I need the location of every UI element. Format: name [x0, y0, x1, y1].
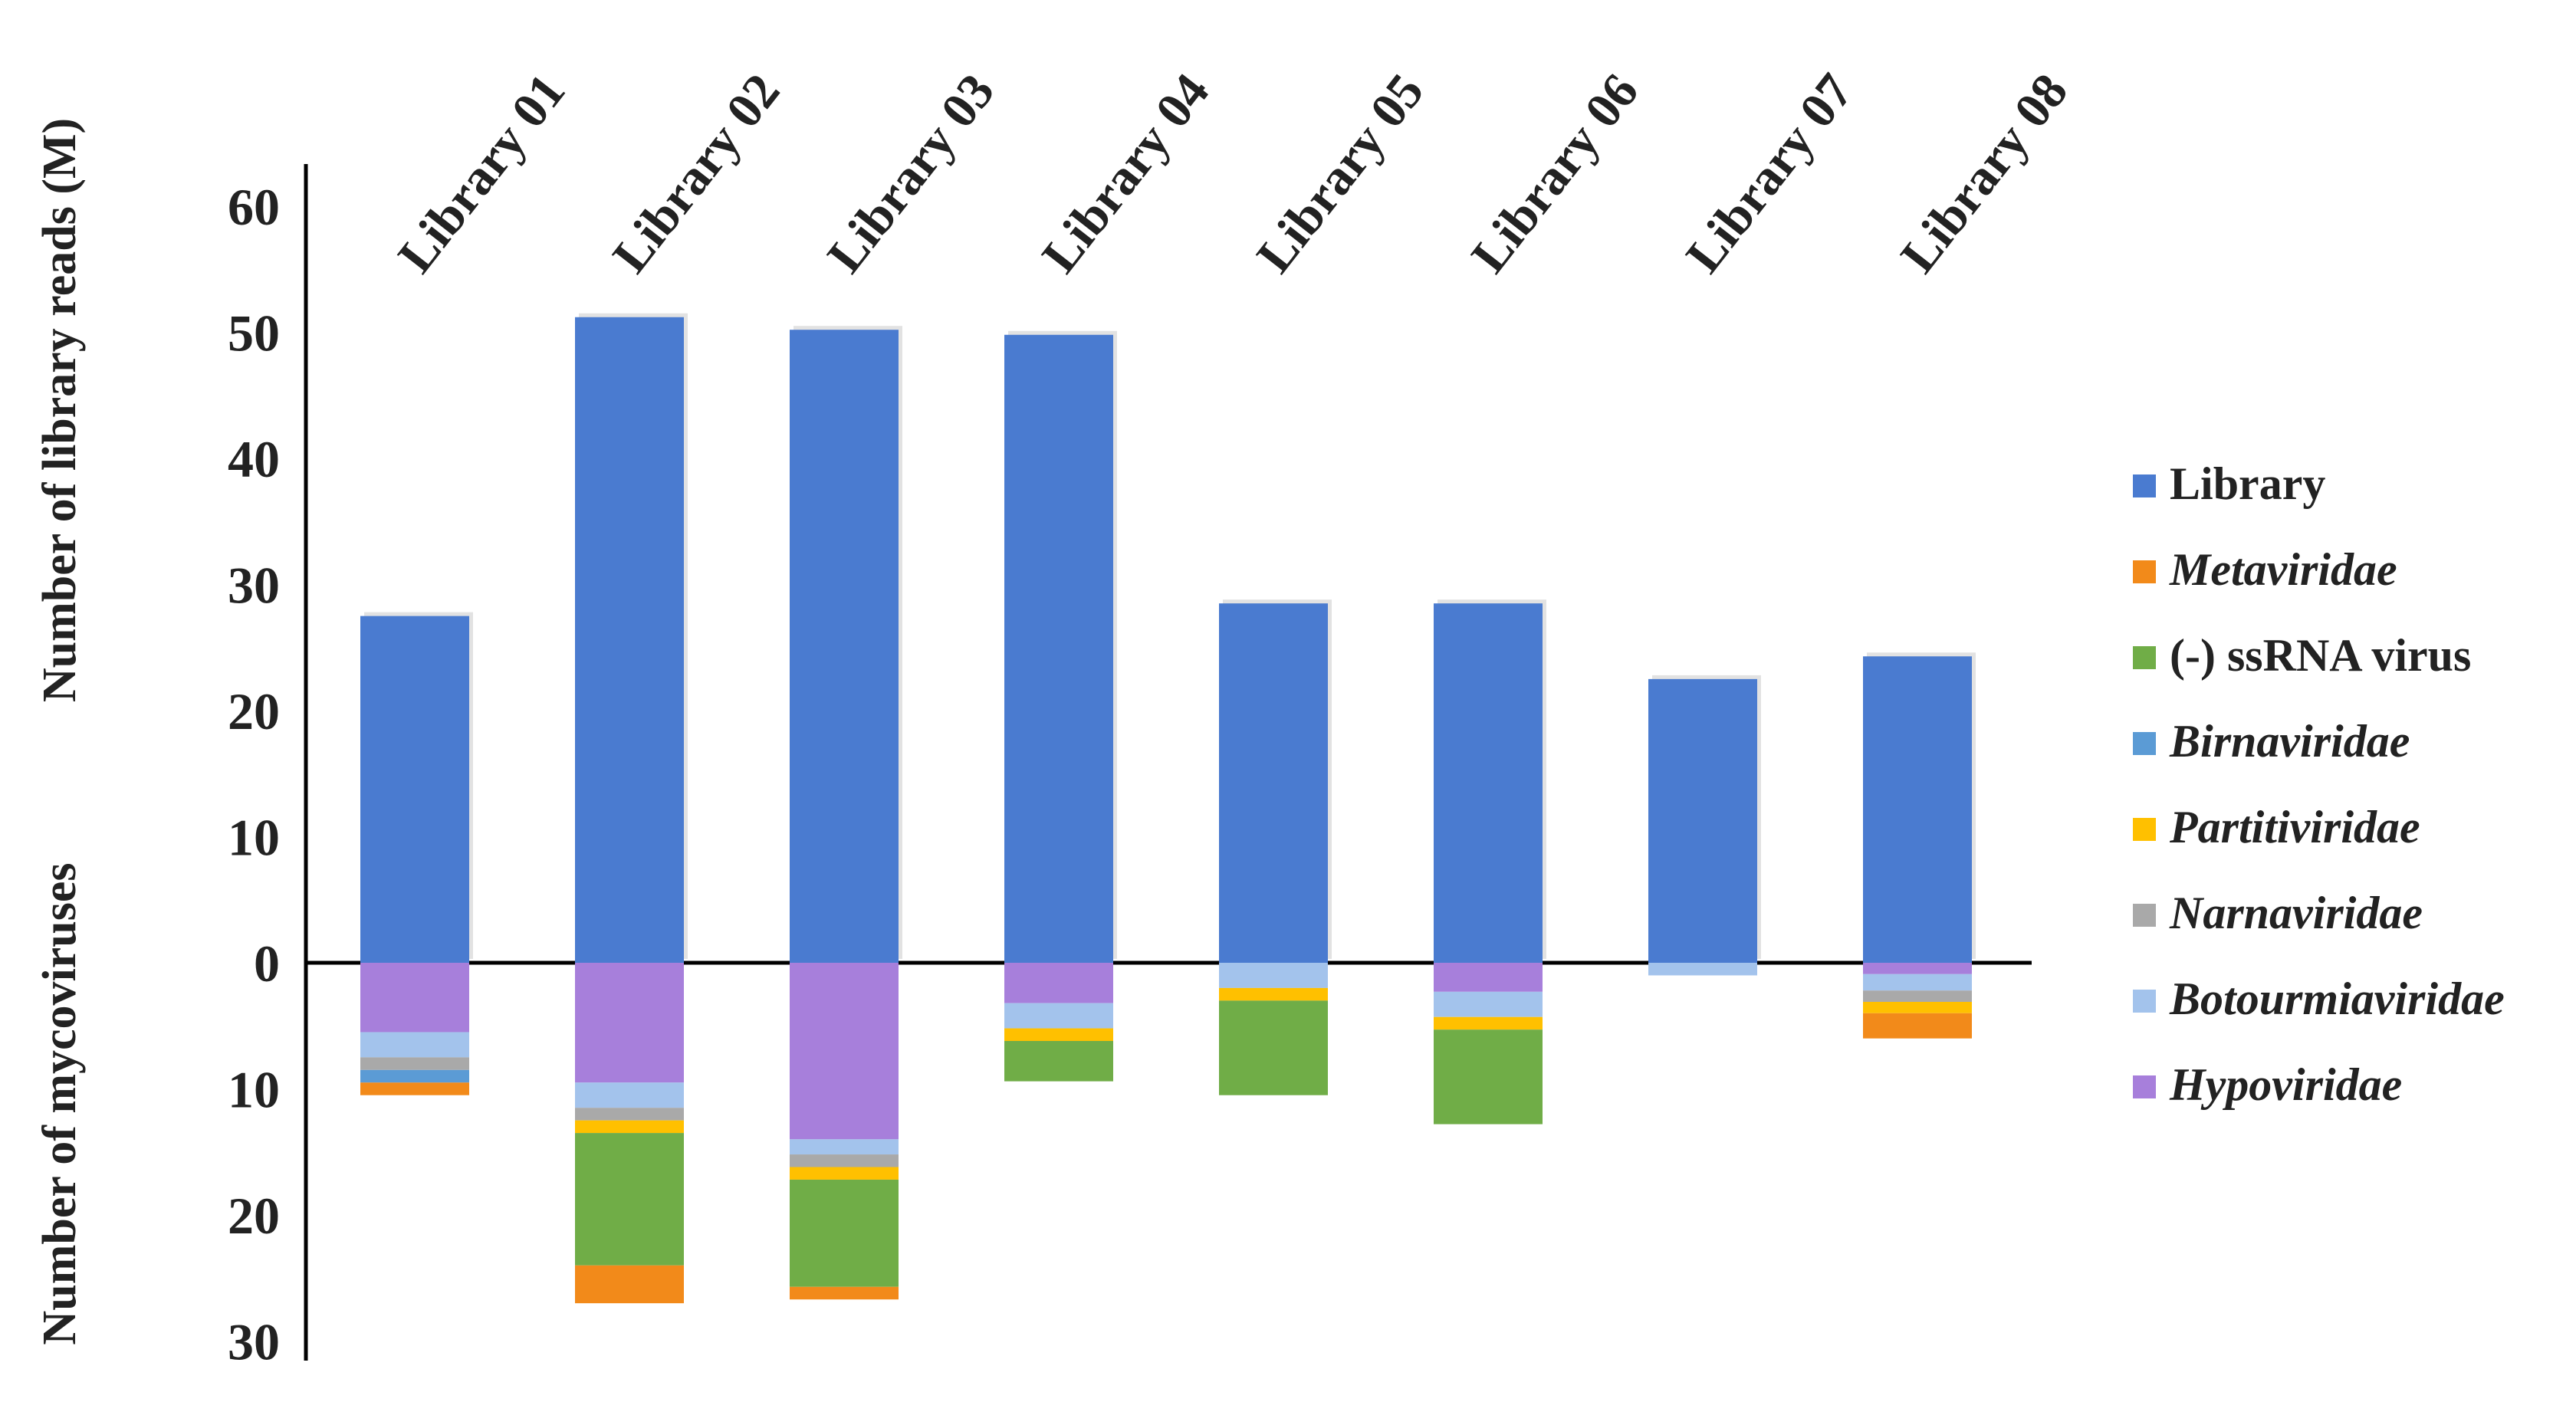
bar-botourmiaviridae-library-06 [1434, 991, 1543, 1017]
y-tick-label: 60 [228, 178, 280, 236]
legend-swatch-narnaviridae [2133, 904, 2156, 927]
legend-label-partitiviridae: Partitiviridae [2169, 802, 2420, 852]
category-label: Library 07 [1675, 64, 1864, 283]
legend-label-hypoviridae: Hypoviridae [2169, 1059, 2402, 1110]
bar-metaviridae-library-03 [790, 1286, 899, 1300]
bar-metaviridae-library-08 [1863, 1013, 1972, 1039]
bar-hypoviridae-library-06 [1434, 963, 1543, 992]
y-axis-title-negative: Number of mycoviruses [34, 862, 86, 1345]
category-label: Library 05 [1246, 64, 1434, 283]
category-label: Library 01 [387, 64, 576, 283]
y-axis-title-positive: Number of library reads (M) [34, 118, 86, 702]
legend-label-botourmiaviridae: Botourmiaviridae [2169, 974, 2505, 1024]
bar-botourmiaviridae-library-07 [1648, 963, 1757, 976]
legend-swatch-hypoviridae [2133, 1075, 2156, 1098]
legend-label-library: Library [2170, 458, 2325, 509]
bar-library-library-04 [1004, 334, 1113, 963]
bar-birnaviridae-library-01 [360, 1069, 469, 1083]
bar-ssrna-virus-library-02 [575, 1133, 684, 1266]
bar-library-library-03 [790, 330, 899, 964]
legend-label-metaviridae: Metaviridae [2169, 544, 2397, 595]
legend: Library Metaviridae (-) ssRNA virus Birnavi… [2133, 458, 2505, 1110]
bar-hypoviridae-library-04 [1004, 963, 1113, 1003]
bar-botourmiaviridae-library-08 [1863, 974, 1972, 991]
bar-library-library-01 [360, 616, 469, 963]
bar-botourmiaviridae-library-05 [1219, 963, 1328, 988]
bar-narnaviridae-library-03 [790, 1154, 899, 1167]
legend-label-ssrna-virus: (-) ssRNA virus [2170, 630, 2471, 681]
bar-partitiviridae-library-08 [1863, 1001, 1972, 1013]
category-label: Library 02 [602, 64, 790, 283]
bar-library-library-02 [575, 317, 684, 963]
bar-ssrna-virus-library-03 [790, 1179, 899, 1287]
bar-hypoviridae-library-08 [1863, 963, 1972, 974]
legend-swatch-partitiviridae [2133, 818, 2156, 841]
bar-ssrna-virus-library-05 [1219, 1000, 1328, 1095]
y-tick-label: 0 [254, 934, 280, 993]
bar-botourmiaviridae-library-04 [1004, 1003, 1113, 1029]
category-label: Library 06 [1460, 64, 1649, 283]
bar-library-library-05 [1219, 603, 1328, 963]
y-tick-label: 10 [228, 809, 280, 867]
category-label: Library 03 [816, 64, 1005, 283]
bars-layer [360, 313, 1976, 1304]
bar-botourmiaviridae-library-01 [360, 1032, 469, 1058]
category-labels: Library 01 Library 02 Library 03 Library 04… [387, 64, 2078, 283]
y-tick-label: 50 [228, 304, 280, 363]
y-tick-label: 30 [228, 557, 280, 615]
bar-ssrna-virus-library-06 [1434, 1029, 1543, 1125]
bar-narnaviridae-library-02 [575, 1108, 684, 1121]
bar-metaviridae-library-02 [575, 1265, 684, 1304]
legend-label-birnaviridae: Birnaviridae [2169, 716, 2410, 767]
category-label: Library 08 [1890, 64, 2078, 283]
y-tick-label: 40 [228, 430, 280, 488]
bar-ssrna-virus-library-04 [1004, 1040, 1113, 1082]
bar-botourmiaviridae-library-02 [575, 1082, 684, 1108]
bar-narnaviridae-library-08 [1863, 990, 1972, 1002]
bar-partitiviridae-library-02 [575, 1120, 684, 1134]
bar-hypoviridae-library-03 [790, 963, 899, 1140]
legend-label-narnaviridae: Narnaviridae [2169, 888, 2423, 938]
bar-hypoviridae-library-01 [360, 963, 469, 1033]
y-axis-titles: Number of library reads (M) Number of my… [34, 118, 86, 1345]
bar-hypoviridae-library-02 [575, 963, 684, 1083]
legend-swatch-library [2133, 474, 2156, 497]
bar-partitiviridae-library-05 [1219, 987, 1328, 1001]
legend-swatch-metaviridae [2133, 560, 2156, 583]
y-tick-labels: 60 50 40 30 20 10 0 10 20 30 [228, 178, 280, 1371]
bar-library-library-07 [1648, 678, 1757, 963]
y-tick-label: 10 [228, 1061, 280, 1119]
bar-library-library-06 [1434, 603, 1543, 963]
bar-partitiviridae-library-03 [790, 1167, 899, 1180]
bar-library-library-08 [1863, 656, 1972, 963]
bar-botourmiaviridae-library-03 [790, 1139, 899, 1155]
bar-partitiviridae-library-04 [1004, 1028, 1113, 1041]
legend-swatch-ssrna-virus [2133, 646, 2156, 669]
y-tick-label: 30 [228, 1313, 280, 1371]
legend-swatch-birnaviridae [2133, 732, 2156, 755]
bar-metaviridae-library-01 [360, 1082, 469, 1095]
axes-layer [304, 164, 2032, 1361]
y-tick-label: 20 [228, 1187, 280, 1245]
y-tick-label: 20 [228, 682, 280, 740]
bar-narnaviridae-library-01 [360, 1057, 469, 1070]
legend-swatch-botourmiaviridae [2133, 990, 2156, 1013]
bar-partitiviridae-library-06 [1434, 1016, 1543, 1030]
category-label: Library 04 [1031, 64, 1220, 283]
